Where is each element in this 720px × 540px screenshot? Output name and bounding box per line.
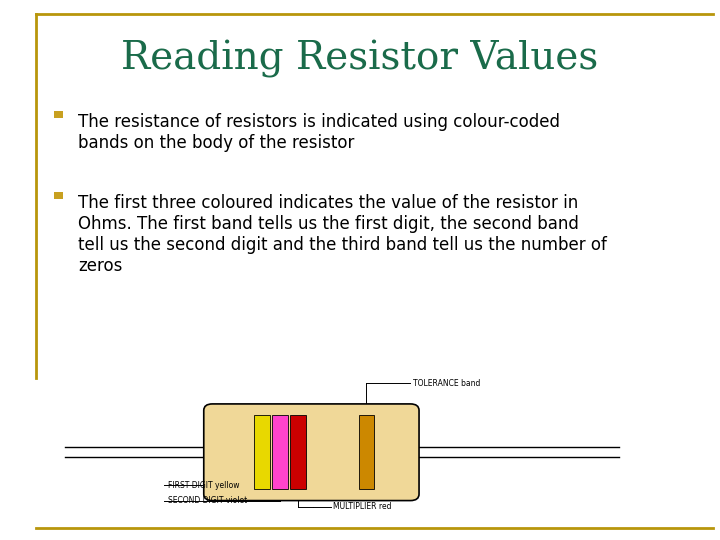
Bar [272, 415, 288, 489]
Text: MULTIPLIER red: MULTIPLIER red [333, 502, 392, 511]
Bar [359, 415, 374, 489]
Text: The first three coloured indicates the value of the resistor in
Ohms. The first : The first three coloured indicates the v… [78, 194, 607, 275]
Text: The resistance of resistors is indicated using colour-coded
bands on the body of: The resistance of resistors is indicated… [78, 113, 559, 152]
Text: TOLERANCE band: TOLERANCE band [413, 379, 480, 388]
Text: FIRST DIGIT yellow: FIRST DIGIT yellow [168, 481, 239, 490]
Bar [290, 415, 306, 489]
Bar [54, 111, 63, 118]
Text: SECOND DIGIT violet: SECOND DIGIT violet [168, 496, 247, 505]
Bar [54, 192, 63, 199]
FancyBboxPatch shape [204, 404, 419, 501]
Text: Reading Resistor Values: Reading Resistor Values [122, 40, 598, 78]
Bar [254, 415, 270, 489]
